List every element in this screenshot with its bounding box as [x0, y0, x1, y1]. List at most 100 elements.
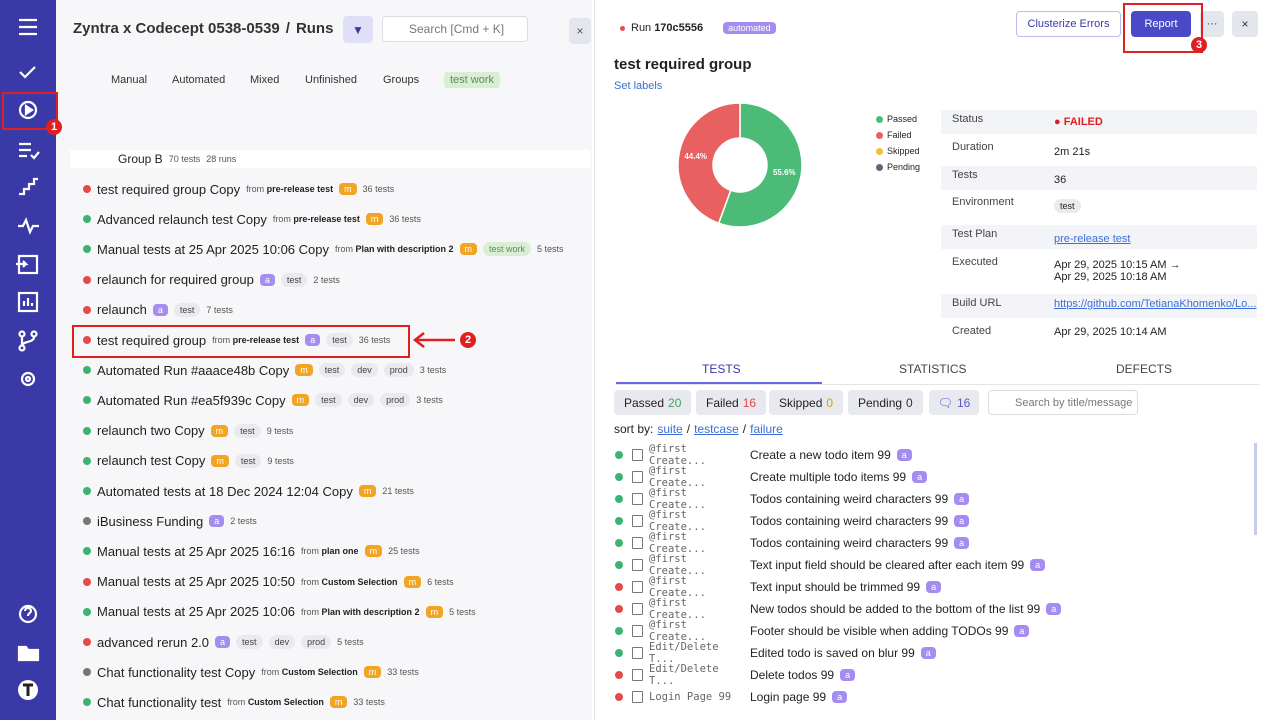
runs-panel: [56, 0, 592, 720]
test-icon: [632, 603, 643, 615]
detail-value: Apr 29, 2025 10:14 AM: [1054, 326, 1167, 338]
detail-tab[interactable]: STATISTICS: [899, 362, 967, 376]
status-dot: [83, 698, 91, 707]
test-icon: [632, 691, 643, 703]
run-row[interactable]: iBusiness Funding a 2 tests: [83, 512, 257, 530]
test-title: Create a new todo item 99: [750, 448, 891, 462]
filter-tab[interactable]: Mixed: [250, 74, 280, 86]
test-row[interactable]: @first Create... New todos should be adde…: [615, 597, 1062, 621]
run-row[interactable]: Chat functionality test Copy from Custom …: [83, 663, 419, 681]
run-row[interactable]: relaunch a test 7 tests: [83, 301, 233, 319]
search-placeholder: Search [Cmd + K]: [409, 22, 505, 36]
comment-count: 16: [956, 395, 971, 410]
run-row[interactable]: relaunch for required group a test 2 tests: [83, 271, 340, 289]
status-dot: [83, 336, 91, 344]
test-row[interactable]: @first Create... Footer should be visible…: [615, 619, 1030, 643]
filter-tab[interactable]: test work: [444, 72, 501, 88]
header-button[interactable]: ···: [1200, 11, 1224, 37]
run-row[interactable]: test required group Copy from pre-release…: [83, 180, 394, 198]
status-filter[interactable]: Passed 20: [614, 390, 692, 415]
source-name: Custom Selection: [281, 667, 358, 678]
run-row[interactable]: test required group from pre-release test…: [83, 331, 390, 349]
tab-divider: [616, 384, 1260, 385]
close-left[interactable]: ×: [569, 18, 591, 44]
run-row[interactable]: Chat functionality test from Custom Selec…: [83, 693, 385, 711]
sort-option[interactable]: suite: [657, 422, 683, 436]
test-icon: [632, 493, 643, 505]
run-row[interactable]: Automated Run #aaace48b Copy m test dev prod…: [83, 361, 446, 379]
from-word: from: [246, 184, 265, 194]
status-dot: [615, 693, 623, 701]
group-tests: 70 tests: [168, 154, 201, 164]
filter-tab[interactable]: Groups: [383, 74, 420, 86]
run-row[interactable]: Advanced relaunch test Copy from pre-rele…: [83, 210, 421, 228]
header-button[interactable]: Report: [1131, 11, 1191, 37]
status-filter[interactable]: Failed 16: [696, 390, 767, 415]
legend-item: Passed: [876, 114, 917, 124]
test-row[interactable]: Edit/Delete T... Delete todos 99 a: [615, 663, 856, 687]
from-word: from: [212, 335, 231, 345]
filter-tab[interactable]: Unfinished: [305, 74, 357, 86]
test-badge: a: [1014, 625, 1030, 637]
run-row[interactable]: Automated Run #ea5f939c Copy m test dev prod…: [83, 391, 443, 409]
test-row[interactable]: @first Create... Todos containing weird c…: [615, 487, 970, 511]
filter-tab[interactable]: Manual: [111, 74, 148, 86]
filter-label: Failed: [706, 395, 739, 410]
run-title: Chat functionality test Copy: [97, 664, 256, 680]
status-dot: [615, 583, 623, 591]
run-row[interactable]: advanced rerun 2.0 a test dev prod 5 tests: [83, 633, 364, 651]
test-title: Create multiple todo items 99: [750, 470, 907, 484]
test-row[interactable]: @first Create... Text input should be tri…: [615, 575, 942, 599]
legend-item: Skipped: [876, 146, 920, 156]
test-icon: [632, 471, 643, 483]
close-button[interactable]: ×: [1232, 11, 1258, 37]
run-row[interactable]: Manual tests at 25 Apr 2025 16:16 from pl…: [83, 542, 420, 560]
status-dot: [83, 305, 91, 314]
status-filter[interactable]: Skipped 0: [769, 390, 844, 415]
status-dot: [615, 671, 623, 679]
header-button[interactable]: Clusterize Errors: [1016, 11, 1121, 37]
test-row[interactable]: @first Create... Todos containing weird c…: [615, 531, 970, 555]
run-row[interactable]: Manual tests at 25 Apr 2025 10:50 from Cu…: [83, 573, 454, 591]
test-icon: [632, 559, 643, 571]
comments-filter[interactable]: 🗨 16: [929, 390, 979, 415]
search-box[interactable]: Search [Cmd + K]: [382, 16, 528, 42]
detail-label: Build URL: [952, 297, 1002, 309]
filter-button[interactable]: ▼: [343, 16, 373, 43]
filter-label: Skipped: [779, 395, 823, 410]
annotation-number: 2: [460, 332, 476, 348]
test-row[interactable]: Login Page 99 Login page 99 a: [615, 689, 848, 705]
detail-tab[interactable]: TESTS: [702, 362, 741, 376]
run-row[interactable]: relaunch two Copy m test 9 tests: [83, 422, 293, 440]
test-row[interactable]: @first Create... Todos containing weird c…: [615, 509, 970, 533]
test-search[interactable]: Search by title/message: [988, 390, 1138, 415]
run-title: Automated Run #aaace48b Copy: [97, 362, 290, 378]
run-type-badge: m: [211, 454, 229, 467]
status-filter[interactable]: Pending 0: [848, 390, 923, 415]
test-row[interactable]: @first Create... Create multiple todo ite…: [615, 465, 928, 489]
status-dot: [615, 649, 623, 657]
run-row[interactable]: Automated tests at 18 Dec 2024 12:04 Cop…: [83, 482, 414, 500]
run-count: 5 tests: [449, 606, 476, 617]
set-labels[interactable]: Set labels: [614, 80, 663, 92]
run-row[interactable]: Manual tests at 25 Apr 2025 10:06 from Pl…: [83, 603, 476, 621]
run-row[interactable]: Manual tests at 25 Apr 2025 10:06 Copy fr…: [83, 240, 564, 258]
sort-option[interactable]: failure: [750, 422, 783, 436]
run-source: from Custom Selection: [227, 697, 324, 707]
status-dot: [615, 627, 623, 635]
legend-swatch: [876, 131, 883, 139]
run-title: relaunch test Copy: [97, 453, 206, 469]
test-badge: a: [920, 647, 936, 659]
run-row[interactable]: relaunch test Copy m test 9 tests: [83, 452, 294, 470]
run-count: 6 tests: [427, 576, 454, 587]
detail-row: Created Apr 29, 2025 10:14 AM: [941, 322, 1257, 346]
test-row[interactable]: Edit/Delete T... Edited todo is saved on …: [615, 641, 936, 665]
detail-row: Build URL https://github.com/TetianaKhome…: [941, 294, 1257, 318]
sort-option[interactable]: testcase: [694, 422, 739, 436]
run-source: from Custom Selection: [301, 577, 398, 587]
detail-tab[interactable]: DEFECTS: [1116, 362, 1173, 376]
test-row[interactable]: @first Create... Text input field should …: [615, 553, 1046, 577]
env-tag: test: [234, 453, 262, 468]
test-row[interactable]: @first Create... Create a new todo item 9…: [615, 443, 912, 467]
filter-tab[interactable]: Automated: [172, 74, 226, 86]
